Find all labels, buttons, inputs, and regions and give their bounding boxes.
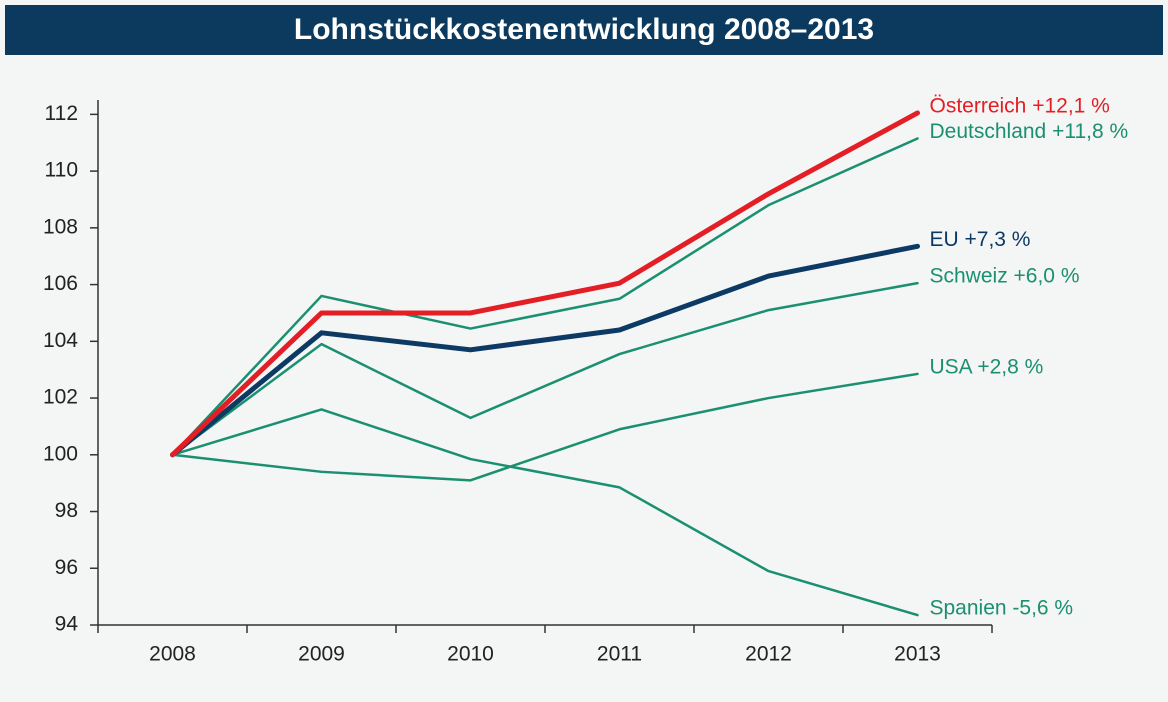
x-tick-label: 2013: [894, 643, 941, 666]
x-tick-label: 2010: [447, 643, 494, 666]
series-label: USA +2,8 %: [930, 355, 1044, 378]
x-tick-label: 2008: [149, 643, 196, 666]
title-bar: [5, 5, 1163, 55]
series-line: [171, 137, 919, 457]
series-line: [170, 110, 920, 458]
y-tick-label: 104: [43, 329, 78, 352]
y-tick-label: 112: [45, 102, 78, 125]
y-tick-label: 106: [43, 272, 78, 295]
x-tick-label: 2009: [298, 643, 345, 666]
y-tick-label: 102: [43, 386, 78, 409]
x-tick-label: 2012: [745, 643, 792, 666]
series-label: EU +7,3 %: [930, 228, 1031, 251]
series-label: Österreich +12,1 %: [930, 94, 1110, 117]
series-label: Schweiz +6,0 %: [930, 265, 1080, 288]
series-line: [171, 372, 919, 482]
series-label: Spanien -5,6 %: [930, 597, 1074, 620]
y-tick-label: 110: [45, 159, 78, 182]
y-tick-label: 94: [55, 613, 79, 636]
series-label: Deutschland +11,8 %: [930, 120, 1129, 143]
y-tick-label: 100: [43, 442, 78, 465]
y-tick-label: 98: [55, 499, 78, 522]
series-line: [171, 408, 919, 617]
series-line: [171, 281, 919, 457]
series-line: [170, 243, 920, 458]
y-tick-label: 96: [55, 556, 78, 579]
chart-title: Lohnstückkostenentwicklung 2008–2013: [294, 13, 874, 46]
x-tick-label: 2011: [597, 643, 642, 666]
y-tick-label: 108: [43, 215, 78, 238]
